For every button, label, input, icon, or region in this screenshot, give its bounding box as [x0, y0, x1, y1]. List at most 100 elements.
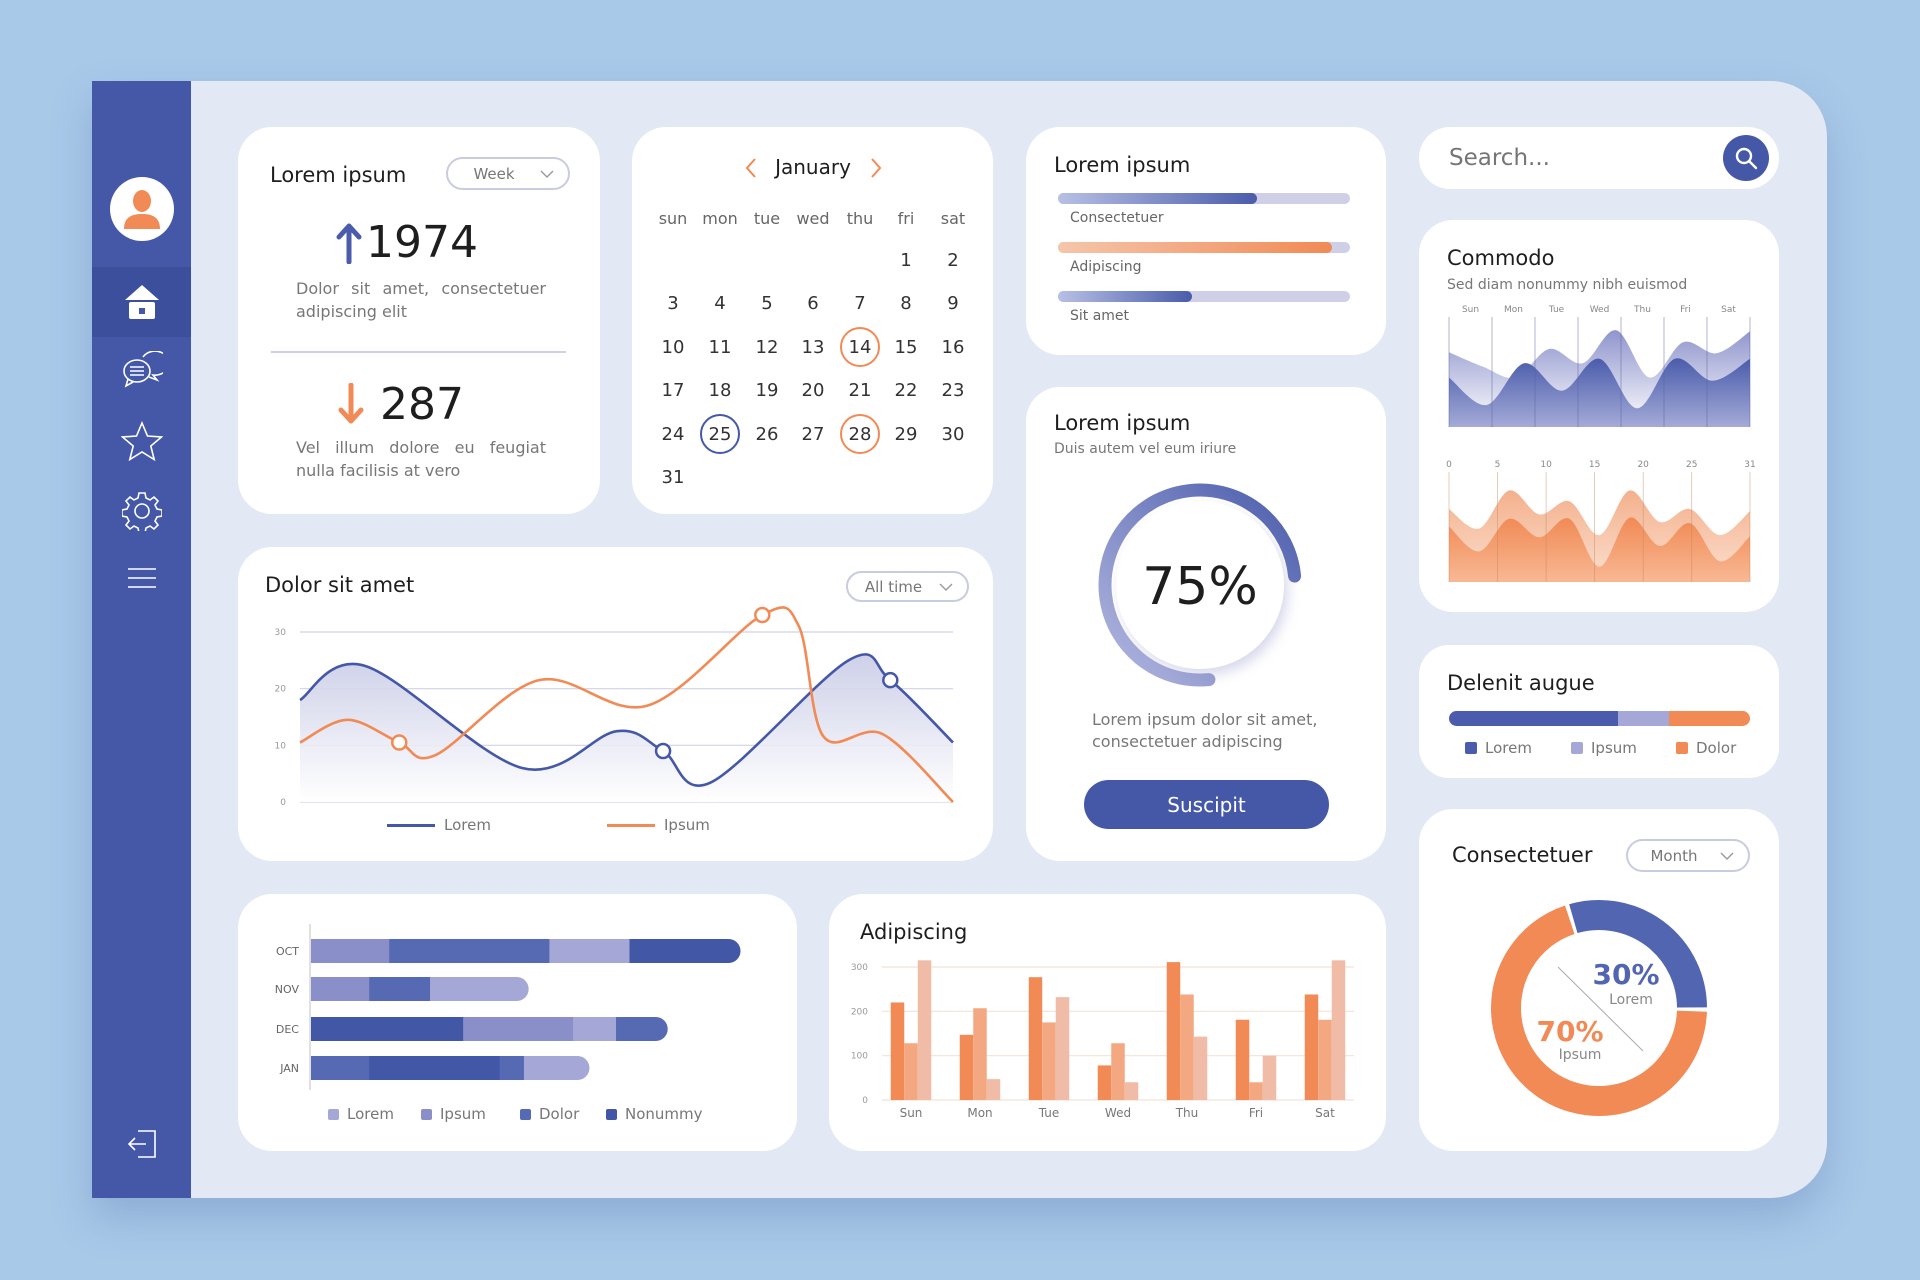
- segment-ipsum: [1617, 711, 1669, 726]
- bar: [1304, 994, 1319, 1100]
- sidebar-item-home[interactable]: [92, 267, 191, 337]
- x-tick-label: Thu: [1175, 1106, 1199, 1120]
- progress-bar: [1058, 193, 1350, 204]
- calendar-day[interactable]: 28: [840, 414, 880, 454]
- calendar-day[interactable]: 11: [708, 336, 732, 358]
- bottom-tick-label: 0: [1446, 460, 1452, 470]
- calendar-day[interactable]: 22: [894, 380, 918, 401]
- calendar-day[interactable]: 2: [947, 249, 959, 271]
- bar: [917, 960, 932, 1100]
- calendar-day[interactable]: 27: [801, 423, 825, 445]
- calendar-day[interactable]: 12: [755, 336, 779, 358]
- calendar-day[interactable]: 13: [801, 336, 825, 358]
- calendar-day[interactable]: 31: [661, 467, 685, 488]
- search-button[interactable]: [1723, 135, 1769, 181]
- calendar-day[interactable]: 19: [755, 380, 779, 401]
- calendar-day[interactable]: 21: [848, 380, 872, 401]
- calendar-day[interactable]: 4: [714, 293, 726, 314]
- period-dropdown-value: Week: [473, 164, 515, 183]
- search-input[interactable]: [1449, 139, 1709, 177]
- sidebar-item-messages[interactable]: [92, 351, 191, 391]
- calendar-day[interactable]: 25: [700, 414, 740, 454]
- legend-label: Nonummy: [625, 1105, 703, 1123]
- calendar-day[interactable]: 6: [807, 293, 819, 314]
- bar-segment-nonummy: [369, 1056, 501, 1080]
- calendar-day[interactable]: 23: [941, 380, 965, 401]
- bar: [1097, 1065, 1112, 1100]
- gauge: [1098, 483, 1302, 687]
- calendar-day[interactable]: 9: [947, 293, 959, 314]
- y-tick-label: 0: [280, 798, 286, 808]
- weekday-label: wed: [796, 209, 830, 228]
- calendar-day[interactable]: 15: [894, 336, 918, 358]
- calendar-day[interactable]: 7: [854, 293, 866, 314]
- arrow-down-icon: [338, 383, 364, 424]
- calendar-day[interactable]: 5: [761, 293, 773, 314]
- bar: [1262, 1055, 1277, 1100]
- next-month-button[interactable]: [869, 157, 883, 179]
- logout-button[interactable]: [92, 1127, 191, 1161]
- bar-segment-dolor: [499, 1056, 525, 1080]
- calendar-day[interactable]: 14: [840, 327, 880, 367]
- calendar-day[interactable]: 3: [667, 293, 679, 314]
- avatar[interactable]: [110, 177, 174, 241]
- month-dropdown[interactable]: Month: [1626, 839, 1750, 872]
- legend-item: Nonummy: [606, 1105, 703, 1123]
- calendar-day[interactable]: 30: [941, 423, 965, 445]
- gauge-subtitle: Duis autem vel eum iriure: [1054, 441, 1237, 457]
- bottom-area-front: [1449, 517, 1750, 582]
- sidebar-item-settings[interactable]: [92, 491, 191, 531]
- donut-series-label: Lorem: [1609, 992, 1653, 1008]
- legend-swatch: [520, 1108, 531, 1120]
- x-tick-label: Wed: [1105, 1106, 1131, 1120]
- progress-bar: [1058, 242, 1350, 253]
- bar-segment-ipsum: [311, 977, 370, 1001]
- donut-slice-ipsum: [1491, 905, 1707, 1116]
- donut-series-label: Ipsum: [1559, 1047, 1602, 1063]
- x-tick-label: Sat: [1315, 1106, 1335, 1120]
- period-dropdown[interactable]: Week: [446, 157, 570, 190]
- sidebar-item-menu[interactable]: [92, 561, 191, 595]
- gauge-card: Lorem ipsum Duis autem vel eum iriure 75…: [1026, 387, 1386, 861]
- top-day-label: Tue: [1548, 305, 1565, 315]
- donut-value-label: 70%: [1536, 1015, 1603, 1048]
- legend-label: Lorem: [347, 1105, 394, 1123]
- star-icon: [120, 421, 163, 461]
- calendar-day[interactable]: 18: [708, 380, 732, 401]
- bar-segment-dolor: [389, 939, 550, 963]
- legend-swatch: [421, 1108, 432, 1120]
- calendar-day[interactable]: 26: [755, 423, 779, 445]
- gauge-value: 75%: [1142, 557, 1258, 617]
- bar: [1249, 1082, 1263, 1100]
- bottom-tick-label: 25: [1686, 460, 1697, 470]
- legend-swatch: [1676, 742, 1688, 754]
- lorem-area: [300, 654, 953, 802]
- calendar-day[interactable]: 10: [661, 336, 685, 358]
- bar-chart-title: Adipiscing: [860, 920, 968, 944]
- bar-segment-nonummy: [629, 939, 741, 963]
- stat-up-value: 1974: [366, 217, 478, 268]
- calendar-day[interactable]: 17: [661, 380, 685, 401]
- calendar-month: January: [775, 155, 851, 179]
- chevron-down-icon: [540, 170, 554, 178]
- calendar-day[interactable]: 20: [801, 380, 825, 401]
- bar: [986, 1079, 1001, 1100]
- prev-month-button[interactable]: [744, 157, 758, 179]
- calendar-day[interactable]: 29: [894, 423, 918, 445]
- stacked-bar-row: [311, 1017, 668, 1041]
- calendar-day[interactable]: 24: [661, 423, 685, 445]
- legend-item: Lorem: [328, 1105, 394, 1123]
- range-dropdown[interactable]: All time: [846, 571, 969, 602]
- y-tick-label: 0: [862, 1096, 868, 1106]
- calendar-day[interactable]: 16: [941, 336, 965, 358]
- commodo-subtitle: Sed diam nonummy nibh euismod: [1447, 277, 1688, 293]
- top-area-front: [1449, 358, 1750, 427]
- calendar-day[interactable]: 8: [900, 293, 912, 314]
- sidebar-item-favorites[interactable]: [92, 421, 191, 461]
- gauge-inner-circle: [1116, 501, 1284, 669]
- stacked-bar-row: [311, 977, 529, 1001]
- bar-chart-card: Adipiscing 0 100 200 300 Sun Mon Tue Wed Thu Fri S…: [829, 894, 1386, 1151]
- sidebar: [92, 81, 191, 1198]
- calendar-day[interactable]: 1: [900, 249, 912, 271]
- suscipit-button[interactable]: Suscipit: [1084, 780, 1329, 829]
